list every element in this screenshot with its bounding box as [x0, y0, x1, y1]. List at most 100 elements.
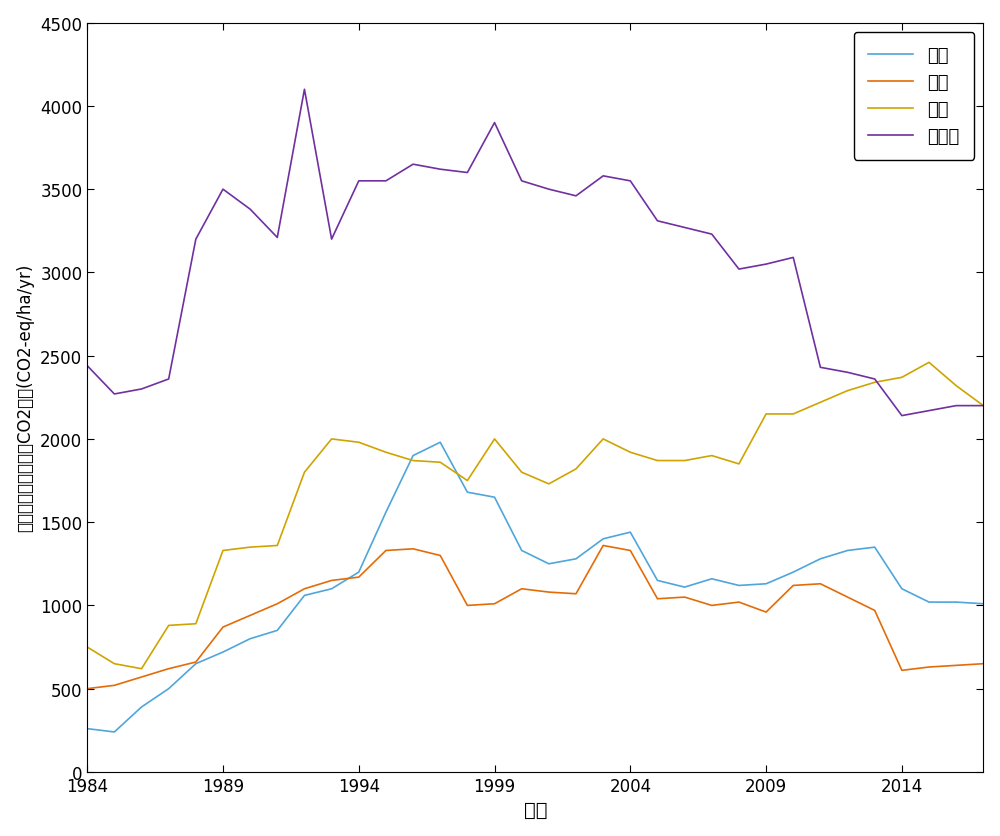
- 玉米: [814, 398, 826, 408]
- 大豆: [81, 724, 93, 734]
- 大豆: [353, 568, 365, 578]
- 大豆: [190, 659, 202, 669]
- 玉米: [624, 448, 636, 458]
- 单季稻: [434, 165, 446, 175]
- 单季稻: [136, 385, 148, 395]
- Legend: 大豆, 小麦, 玉米, 单季稻: 大豆, 小麦, 玉米, 单季稻: [854, 33, 974, 161]
- 玉米: [516, 467, 528, 477]
- 玉米: [760, 410, 772, 420]
- 大豆: [624, 528, 636, 538]
- 玉米: [217, 546, 229, 556]
- 大豆: [787, 568, 799, 578]
- 小麦: [326, 576, 338, 586]
- 单季稻: [271, 233, 283, 243]
- 大豆: [896, 584, 908, 594]
- 单季稻: [597, 171, 609, 181]
- 单季稻: [814, 363, 826, 373]
- 玉米: [461, 476, 473, 486]
- 单季稻: [516, 176, 528, 186]
- 单季稻: [380, 176, 392, 186]
- 小麦: [81, 684, 93, 694]
- 玉米: [271, 541, 283, 551]
- 单季稻: [706, 230, 718, 240]
- 大豆: [977, 599, 989, 609]
- 小麦: [842, 593, 854, 603]
- 小麦: [597, 541, 609, 551]
- 单季稻: [353, 176, 365, 186]
- 大豆: [679, 583, 691, 593]
- 小麦: [244, 610, 256, 620]
- 大豆: [244, 634, 256, 644]
- 小麦: [651, 594, 663, 604]
- 单季稻: [624, 176, 636, 186]
- 单季稻: [869, 375, 881, 385]
- 小麦: [190, 657, 202, 667]
- 大豆: [217, 647, 229, 657]
- Line: 大豆: 大豆: [87, 443, 983, 732]
- 小麦: [787, 581, 799, 591]
- 大豆: [298, 591, 310, 601]
- 玉米: [543, 479, 555, 489]
- 大豆: [543, 559, 555, 569]
- 玉米: [842, 386, 854, 396]
- 大豆: [950, 598, 962, 608]
- 单季稻: [461, 168, 473, 178]
- 大豆: [869, 543, 881, 553]
- 小麦: [543, 588, 555, 598]
- 小麦: [434, 551, 446, 561]
- 单季稻: [81, 361, 93, 371]
- 玉米: [380, 448, 392, 458]
- 单季稻: [977, 401, 989, 411]
- 单季稻: [679, 223, 691, 233]
- 小麦: [380, 546, 392, 556]
- 小麦: [298, 584, 310, 594]
- 小麦: [624, 546, 636, 556]
- 小麦: [489, 599, 501, 609]
- 大豆: [733, 581, 745, 591]
- 大豆: [461, 487, 473, 497]
- 小麦: [353, 573, 365, 583]
- 玉米: [679, 456, 691, 466]
- 大豆: [271, 625, 283, 635]
- 玉米: [570, 464, 582, 474]
- 玉米: [244, 543, 256, 553]
- 玉米: [326, 435, 338, 445]
- 单季稻: [842, 368, 854, 378]
- 小麦: [217, 622, 229, 632]
- 大豆: [108, 727, 120, 737]
- 玉米: [597, 435, 609, 445]
- 小麦: [977, 659, 989, 669]
- 玉米: [163, 620, 175, 630]
- 玉米: [108, 659, 120, 669]
- 玉米: [733, 459, 745, 469]
- 小麦: [923, 662, 935, 672]
- Line: 小麦: 小麦: [87, 546, 983, 689]
- 单季稻: [760, 260, 772, 270]
- 小麦: [760, 607, 772, 617]
- 大豆: [380, 507, 392, 517]
- 单季稻: [543, 185, 555, 195]
- 小麦: [706, 601, 718, 611]
- 小麦: [136, 672, 148, 682]
- 大豆: [814, 554, 826, 564]
- 小麦: [814, 579, 826, 589]
- 大豆: [434, 438, 446, 448]
- 单季稻: [733, 265, 745, 275]
- 小麦: [108, 681, 120, 691]
- 玉米: [298, 467, 310, 477]
- 小麦: [163, 664, 175, 674]
- 单季稻: [407, 160, 419, 170]
- 玉米: [353, 438, 365, 448]
- 单季稻: [217, 185, 229, 195]
- 单季稻: [244, 205, 256, 215]
- X-axis label: 年份: 年份: [524, 800, 547, 819]
- 单季稻: [190, 235, 202, 245]
- 小麦: [407, 544, 419, 554]
- 大豆: [570, 554, 582, 564]
- 小麦: [733, 598, 745, 608]
- 小麦: [896, 665, 908, 675]
- 大豆: [597, 534, 609, 544]
- Line: 玉米: 玉米: [87, 363, 983, 669]
- 玉米: [869, 378, 881, 388]
- 玉米: [81, 642, 93, 652]
